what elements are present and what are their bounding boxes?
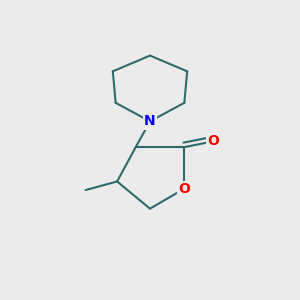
Text: O: O: [207, 134, 219, 148]
Text: N: N: [144, 114, 156, 128]
Text: O: O: [178, 182, 190, 196]
